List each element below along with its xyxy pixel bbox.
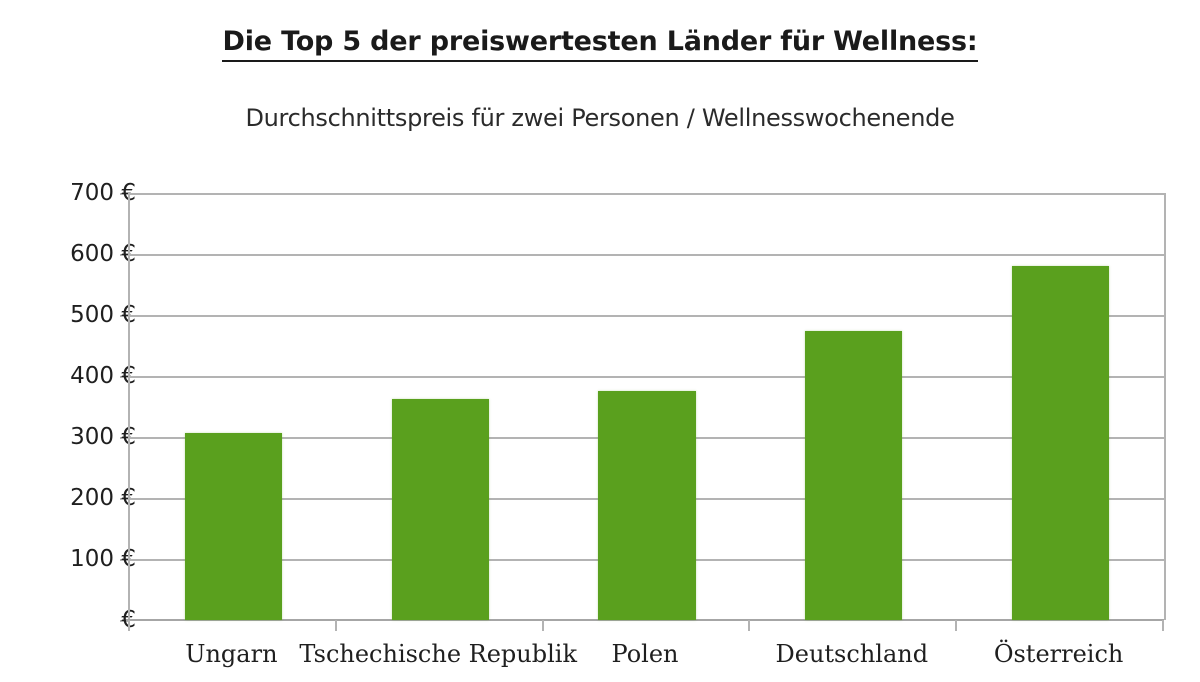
x-tick-label: Ungarn — [185, 640, 278, 668]
bar — [598, 391, 696, 620]
y-tick-label: € — [121, 607, 136, 633]
y-tick-label: 600 € — [70, 241, 136, 267]
x-tick-mark — [334, 620, 337, 631]
x-tick-mark — [955, 620, 958, 631]
y-tick-mark — [120, 559, 129, 561]
y-tick-mark — [120, 315, 129, 317]
x-tick-label: Österreich — [993, 640, 1124, 668]
x-tick-label: Deutschland — [775, 640, 929, 668]
y-tick-label: 400 € — [70, 363, 136, 389]
y-tick-label: 700 € — [70, 180, 136, 206]
bar — [805, 331, 903, 620]
y-tick-mark — [120, 498, 129, 500]
x-tick-mark — [541, 620, 544, 631]
y-tick-mark — [120, 620, 129, 622]
gridline — [130, 315, 1164, 317]
bar — [184, 432, 282, 620]
y-tick-label: 500 € — [70, 302, 136, 328]
x-tick-mark — [748, 620, 751, 631]
y-tick-mark — [120, 254, 129, 256]
bars-layer — [130, 193, 1162, 620]
x-tick-mark — [128, 620, 130, 631]
chart-title-text: Die Top 5 der preiswertesten Länder für … — [222, 26, 978, 62]
y-tick-mark — [120, 193, 129, 195]
bar — [1012, 265, 1110, 620]
x-tick-label: Tschechische Republik — [299, 640, 578, 668]
y-tick-mark — [120, 437, 129, 439]
bar — [391, 398, 489, 620]
gridline — [130, 376, 1164, 378]
y-tick-label: 300 € — [70, 424, 136, 450]
x-tick-mark — [1162, 620, 1164, 631]
y-tick-label: 200 € — [70, 485, 136, 511]
chart-title: Die Top 5 der preiswertesten Länder für … — [0, 26, 1200, 62]
gridline — [130, 193, 1164, 195]
gridline — [130, 254, 1164, 256]
x-axis-baseline — [126, 619, 1164, 621]
y-tick-label: 100 € — [70, 546, 136, 572]
x-tick-label: Polen — [611, 640, 679, 668]
chart-subtitle: Durchschnittspreis für zwei Personen / W… — [245, 104, 955, 132]
y-tick-mark — [120, 376, 129, 378]
